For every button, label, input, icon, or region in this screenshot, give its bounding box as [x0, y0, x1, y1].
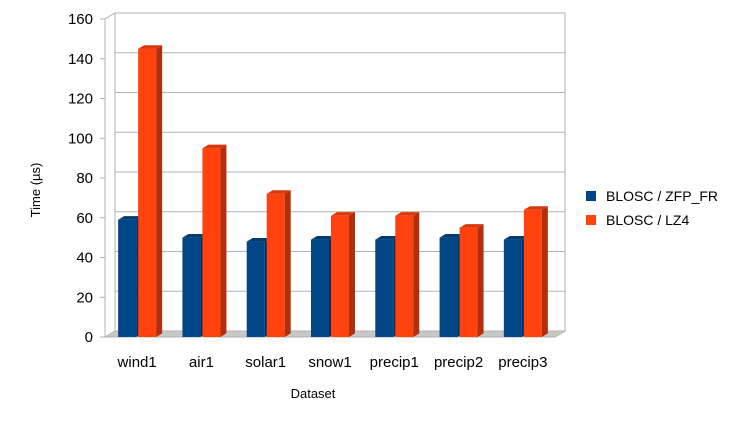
bar-side — [349, 212, 355, 337]
bar-top — [439, 234, 464, 238]
bar — [138, 45, 163, 338]
x-axis-title: Dataset — [291, 386, 336, 401]
y-tick-label: 80 — [76, 170, 93, 187]
y-tick-label: 120 — [68, 91, 93, 108]
y-tick-label: 0 — [85, 329, 93, 346]
bar-top — [331, 212, 355, 216]
bar — [523, 206, 548, 337]
bar-front — [331, 215, 349, 337]
bar-front — [118, 219, 137, 337]
x-tick-label: precip3 — [498, 354, 547, 371]
x-tick-label: wind1 — [117, 354, 157, 371]
bar-top — [138, 45, 163, 49]
bar-front — [439, 237, 458, 337]
bar-top — [246, 238, 271, 242]
gridline — [104, 92, 565, 99]
gridline — [104, 131, 565, 139]
bar-front — [202, 148, 221, 337]
y-tick-label: 20 — [76, 289, 93, 306]
bar-top — [459, 224, 484, 228]
bar — [331, 212, 355, 337]
y-axis-title: Time (µs) — [28, 163, 43, 218]
bar-top — [523, 206, 548, 210]
legend-swatch — [586, 215, 596, 225]
y-tick-label: 40 — [76, 250, 93, 267]
x-tick-label: precip1 — [370, 354, 419, 371]
bar-front — [503, 239, 522, 337]
bar-front — [311, 239, 329, 337]
x-tick-label: air1 — [189, 354, 214, 371]
bar-front — [246, 241, 265, 337]
y-tick-label: 60 — [76, 210, 93, 227]
side-wall — [104, 12, 116, 338]
bar — [266, 190, 291, 337]
bar-side — [284, 190, 291, 337]
bar-side — [541, 206, 548, 337]
bar-top — [202, 144, 227, 149]
bar-front — [375, 239, 394, 337]
bar-top — [182, 234, 207, 238]
bar-front — [266, 193, 285, 337]
legend-label: BLOSC / LZ4 — [606, 212, 689, 228]
bar — [459, 224, 484, 337]
bar — [202, 144, 227, 337]
x-tick-label: solar1 — [245, 354, 286, 371]
bar-side — [156, 45, 163, 338]
gridline — [104, 12, 565, 20]
bars — [118, 45, 548, 338]
x-tick-label: snow1 — [308, 354, 351, 371]
bar-top — [311, 236, 335, 240]
bar-front — [523, 209, 542, 337]
x-tick-label: precip2 — [434, 354, 483, 371]
bar-top — [375, 236, 400, 240]
bar-side — [413, 212, 420, 337]
bar-front — [459, 227, 478, 337]
bar — [395, 212, 420, 337]
bar-side — [477, 224, 484, 337]
y-tick-label: 100 — [68, 130, 93, 147]
bar-top — [503, 236, 528, 240]
bar-front — [182, 237, 201, 337]
tick-labels: 0 20 40 60 80 100 120 140 160 wind1 air1 solar1 snow… — [68, 11, 547, 371]
y-tick-label: 140 — [68, 51, 93, 68]
legend-swatch — [586, 191, 596, 201]
bar-top — [266, 190, 291, 194]
legend: BLOSC / ZFP_FR BLOSC / LZ4 — [586, 188, 718, 228]
gridline — [104, 171, 565, 179]
legend-label: BLOSC / ZFP_FR — [606, 188, 718, 204]
bar-front — [395, 215, 414, 337]
bar-top — [118, 216, 143, 220]
y-tick-label: 160 — [68, 11, 93, 28]
bar-front — [138, 48, 157, 337]
bar-side — [220, 144, 227, 337]
gridline — [104, 52, 565, 60]
bar-top — [395, 212, 420, 216]
